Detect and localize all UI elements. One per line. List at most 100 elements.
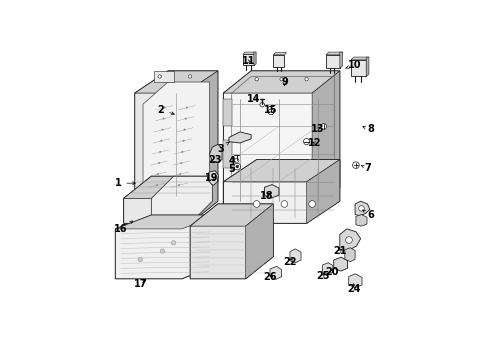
Circle shape (182, 151, 183, 153)
Text: 18: 18 (260, 191, 273, 201)
Polygon shape (265, 185, 279, 198)
Text: 19: 19 (205, 173, 219, 183)
Text: 13: 13 (311, 124, 324, 134)
Polygon shape (351, 60, 366, 76)
Circle shape (172, 240, 176, 245)
Circle shape (255, 77, 258, 81)
Circle shape (309, 201, 316, 207)
Circle shape (185, 118, 187, 120)
Circle shape (281, 201, 288, 207)
Circle shape (321, 123, 326, 129)
Polygon shape (312, 71, 340, 210)
Polygon shape (207, 171, 219, 185)
Text: 11: 11 (242, 56, 255, 66)
Circle shape (189, 75, 192, 78)
Polygon shape (245, 204, 273, 279)
Circle shape (359, 206, 364, 211)
Text: 4: 4 (228, 156, 235, 166)
Polygon shape (273, 53, 287, 55)
Polygon shape (290, 249, 301, 263)
Polygon shape (123, 176, 218, 198)
Polygon shape (340, 52, 343, 68)
Polygon shape (326, 55, 340, 68)
Polygon shape (322, 263, 333, 274)
Text: 15: 15 (264, 105, 277, 115)
Circle shape (235, 158, 239, 163)
Polygon shape (273, 55, 284, 67)
Circle shape (160, 249, 165, 253)
Polygon shape (190, 176, 218, 223)
Circle shape (234, 163, 241, 170)
Circle shape (179, 173, 181, 175)
Circle shape (156, 184, 158, 186)
Polygon shape (151, 176, 212, 223)
Text: 7: 7 (361, 163, 371, 173)
Text: 25: 25 (316, 271, 329, 281)
Polygon shape (326, 52, 343, 55)
Polygon shape (115, 215, 218, 229)
Polygon shape (135, 193, 185, 204)
Polygon shape (307, 159, 340, 223)
Circle shape (163, 118, 164, 120)
Polygon shape (229, 132, 251, 143)
Polygon shape (190, 204, 273, 279)
Polygon shape (223, 71, 340, 210)
Polygon shape (345, 248, 355, 262)
Circle shape (280, 77, 283, 81)
Text: 12: 12 (308, 138, 321, 148)
Text: 26: 26 (263, 273, 277, 283)
Polygon shape (123, 176, 218, 223)
Circle shape (260, 103, 265, 107)
Circle shape (158, 75, 161, 78)
Text: 8: 8 (363, 124, 374, 134)
Polygon shape (115, 215, 218, 279)
Polygon shape (210, 144, 222, 162)
Text: 5: 5 (228, 164, 235, 174)
Circle shape (158, 162, 160, 164)
Text: 6: 6 (363, 210, 374, 220)
Circle shape (253, 201, 260, 207)
Text: 9: 9 (281, 77, 288, 87)
Text: 22: 22 (283, 257, 296, 267)
Circle shape (178, 184, 180, 186)
Polygon shape (270, 266, 282, 279)
Polygon shape (349, 274, 362, 288)
Polygon shape (223, 159, 340, 223)
Polygon shape (340, 229, 361, 251)
Text: 24: 24 (347, 284, 361, 293)
Circle shape (164, 107, 166, 108)
Polygon shape (154, 71, 173, 82)
Circle shape (157, 173, 159, 175)
Circle shape (353, 162, 359, 168)
Polygon shape (223, 99, 232, 126)
Circle shape (305, 77, 308, 81)
Text: 21: 21 (333, 246, 346, 256)
Polygon shape (135, 71, 218, 93)
Polygon shape (356, 215, 367, 226)
Circle shape (183, 140, 184, 141)
Polygon shape (243, 52, 256, 54)
Polygon shape (366, 57, 369, 76)
Polygon shape (190, 204, 273, 226)
Circle shape (269, 109, 274, 115)
Text: 16: 16 (114, 221, 133, 234)
Text: 10: 10 (345, 60, 362, 70)
Polygon shape (143, 82, 210, 195)
Text: 14: 14 (247, 94, 261, 104)
Circle shape (345, 237, 352, 243)
Circle shape (159, 151, 161, 153)
Text: 20: 20 (325, 267, 338, 277)
Text: 3: 3 (217, 142, 229, 153)
Circle shape (162, 129, 163, 131)
Polygon shape (135, 71, 218, 204)
Text: 2: 2 (158, 105, 174, 115)
Polygon shape (223, 140, 232, 168)
Polygon shape (334, 257, 347, 271)
Circle shape (138, 257, 143, 262)
Polygon shape (254, 52, 256, 66)
Polygon shape (243, 54, 254, 66)
Polygon shape (351, 57, 369, 60)
Polygon shape (185, 71, 218, 204)
Circle shape (180, 162, 182, 164)
Circle shape (184, 129, 185, 131)
